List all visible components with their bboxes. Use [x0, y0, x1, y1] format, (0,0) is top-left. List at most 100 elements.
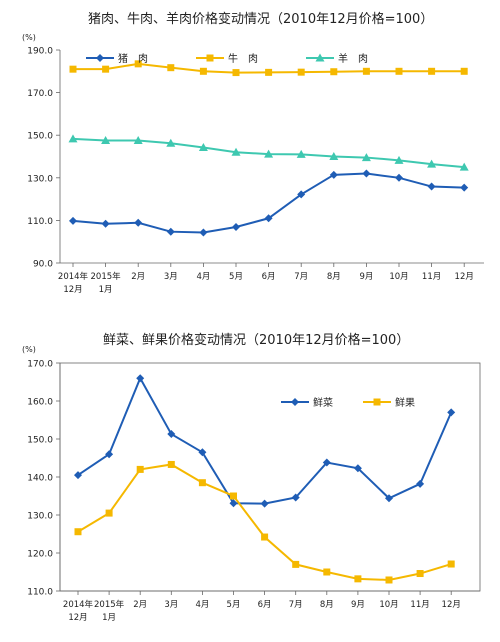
- data-point: [427, 159, 437, 168]
- data-point: [447, 560, 455, 568]
- data-point: [199, 228, 208, 237]
- data-point: [297, 190, 306, 199]
- data-point: [362, 67, 370, 75]
- legend-marker: [96, 54, 104, 62]
- y-tick-label: 110.0: [27, 588, 53, 598]
- x-tick-label: 6月: [258, 600, 272, 610]
- data-point: [297, 68, 305, 76]
- data-point: [105, 450, 114, 459]
- data-point: [167, 64, 175, 72]
- legend: 猪 肉牛 肉羊 肉: [86, 52, 368, 65]
- x-tick-label: 12月: [63, 285, 82, 295]
- data-point: [385, 494, 393, 503]
- data-point: [394, 155, 404, 164]
- x-tick-label: 10月: [389, 272, 408, 282]
- data-point: [264, 214, 273, 223]
- data-point: [460, 183, 469, 192]
- data-point: [230, 492, 237, 500]
- data-point: [198, 448, 207, 457]
- data-point: [101, 136, 111, 145]
- data-point: [291, 493, 300, 502]
- data-point: [232, 223, 240, 232]
- x-tick-label: 7月: [294, 272, 308, 282]
- y-tick-label: 90.0: [33, 260, 53, 270]
- data-point: [167, 430, 176, 439]
- y-axis-unit-label: (%): [22, 33, 36, 42]
- data-point: [322, 458, 331, 467]
- legend-label: 鲜菜: [313, 396, 333, 409]
- x-tick-label: 12月: [68, 613, 87, 623]
- x-tick-label: 1月: [99, 285, 113, 295]
- x-tick-label: 12月: [442, 600, 461, 610]
- data-point: [199, 67, 207, 75]
- data-point: [416, 479, 425, 488]
- x-tick-label: 2014年: [58, 271, 89, 282]
- x-tick-label: 2月: [133, 600, 147, 610]
- x-tick-label: 2015年: [91, 271, 122, 282]
- data-point: [427, 182, 436, 191]
- x-tick-label: 3月: [164, 600, 178, 610]
- data-point: [260, 499, 269, 508]
- x-tick-label: 6月: [262, 272, 276, 282]
- data-point: [134, 60, 142, 68]
- y-tick-label: 170.0: [27, 89, 53, 99]
- x-tick-label: 9月: [359, 272, 373, 282]
- data-point: [292, 560, 300, 568]
- data-point: [198, 479, 206, 487]
- data-point: [416, 570, 424, 578]
- chart-title: 猪肉、牛肉、羊肉价格变动情况（2010年12月价格=100）: [88, 11, 433, 27]
- data-point: [102, 65, 110, 73]
- y-tick-label: 170.0: [27, 360, 53, 370]
- meat-price-chart-svg: 猪肉、牛肉、羊肉价格变动情况（2010年12月价格=100） (%) 190.0 17…: [22, 11, 484, 295]
- x-tick-label: 2015年: [94, 599, 125, 610]
- data-point: [329, 152, 339, 160]
- legend-marker: [291, 398, 299, 406]
- data-point: [459, 162, 469, 171]
- x-tick-label: 2014年: [63, 599, 94, 610]
- data-point: [323, 568, 331, 576]
- legend-label: 羊 肉: [338, 52, 368, 65]
- plot-frame: [59, 362, 481, 592]
- data-point: [74, 471, 82, 480]
- series-1: [74, 374, 456, 508]
- series-line: [77, 463, 452, 581]
- data-point: [232, 69, 240, 77]
- data-point: [264, 149, 274, 158]
- data-point: [353, 464, 362, 473]
- legend-label: 牛 肉: [228, 52, 258, 65]
- data-point: [68, 134, 78, 143]
- data-point: [136, 374, 145, 383]
- data-point: [261, 533, 269, 541]
- data-point: [166, 138, 176, 147]
- x-tick-label: 5月: [227, 600, 241, 610]
- x-tick-label: 11月: [422, 272, 441, 282]
- x-tick-label: 5月: [229, 272, 243, 282]
- x-tick-label: 12月: [455, 272, 474, 282]
- data-point: [329, 170, 338, 179]
- data-point: [136, 465, 144, 473]
- data-point: [134, 218, 143, 227]
- data-point: [133, 136, 143, 145]
- data-point: [198, 143, 208, 152]
- data-point: [428, 67, 436, 75]
- data-point: [330, 68, 338, 76]
- legend-marker: [206, 54, 214, 62]
- data-point: [105, 509, 113, 517]
- y-tick-label: 190.0: [27, 47, 53, 57]
- data-point: [447, 408, 456, 417]
- data-point: [69, 216, 77, 225]
- y-tick-label: 130.0: [27, 512, 53, 522]
- y-tick-label: 140.0: [27, 474, 53, 484]
- y-tick-label: 130.0: [27, 174, 53, 184]
- series-line: [72, 172, 465, 234]
- series-2: [69, 60, 468, 77]
- data-point: [395, 67, 403, 75]
- legend-marker: [373, 398, 381, 406]
- series-1: [69, 169, 469, 237]
- x-tick-label: 7月: [289, 600, 303, 610]
- x-tick-label: 4月: [196, 272, 210, 282]
- y-axis-unit-label: (%): [22, 345, 36, 354]
- data-point: [167, 460, 175, 468]
- data-point: [74, 528, 82, 536]
- produce-price-chart: 鲜菜、鲜果价格变动情况（2010年12月价格=100） (%) 170.0 160.0…: [0, 323, 500, 642]
